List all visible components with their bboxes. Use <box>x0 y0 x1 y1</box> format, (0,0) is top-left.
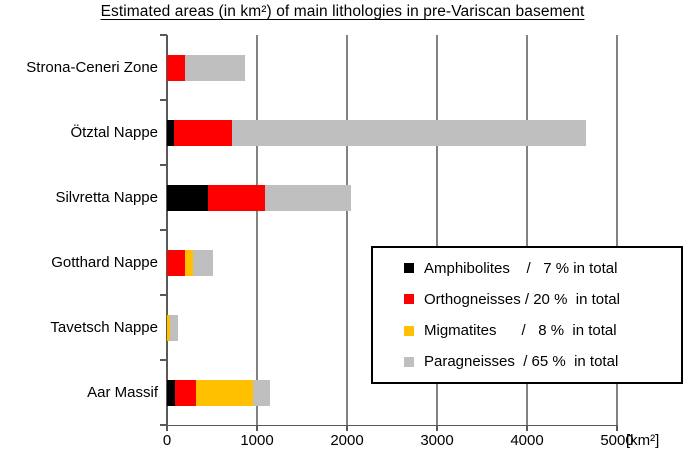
gridline <box>346 35 348 425</box>
legend-box: Amphibolites / 7 % in total Orthogneisse… <box>371 246 683 384</box>
bar-segment-paragneisses <box>231 119 587 146</box>
legend-item-amphibolites: Amphibolites / 7 % in total <box>373 255 681 281</box>
category-label: Ötztal Nappe <box>70 123 158 141</box>
legend-item-migmatites: Migmatites / 8 % in total <box>373 318 681 344</box>
legend-swatch-migmatites <box>404 325 414 336</box>
gridline <box>526 35 528 425</box>
bar-segment-amphibolites <box>167 119 175 146</box>
chart-title: Estimated areas (in km²) of main litholo… <box>100 3 585 20</box>
x-axis-line <box>166 424 618 427</box>
bar-segment-migmatites <box>195 379 254 406</box>
y-axis-tick <box>160 294 167 296</box>
x-tick-label: 4000 <box>510 432 544 449</box>
category-label: Tavetsch Nappe <box>50 318 158 336</box>
x-axis-tick <box>526 425 528 431</box>
bar-segment-paragneisses <box>169 314 178 341</box>
y-axis-tick <box>160 424 167 426</box>
bar-segment-paragneisses <box>253 379 270 406</box>
gridline <box>616 35 618 425</box>
bar-segment-orthogneisses <box>175 379 196 406</box>
x-tick-label: 2000 <box>330 432 364 449</box>
legend-label-paragneisses: Paragneisses / 65 % in total <box>424 353 619 371</box>
legend-label-amphibolites: Amphibolites / 7 % in total <box>424 259 618 277</box>
gridline <box>256 35 258 425</box>
x-axis-tick <box>256 425 258 431</box>
legend-swatch-amphibolites <box>404 263 414 274</box>
x-axis-tick <box>436 425 438 431</box>
y-axis-tick <box>160 359 167 361</box>
bar-segment-orthogneisses <box>208 184 266 211</box>
x-axis-tick <box>346 425 348 431</box>
legend-swatch-orthogneisses <box>404 294 414 305</box>
x-tick-label: 5000 <box>600 432 634 449</box>
category-label: Aar Massif <box>87 383 158 401</box>
y-axis-tick <box>160 34 167 36</box>
legend-label-migmatites: Migmatites / 8 % in total <box>424 322 617 340</box>
legend-swatch-paragneisses <box>404 356 414 367</box>
x-tick-label: 1000 <box>240 432 274 449</box>
legend-label-orthogneisses: Orthogneisses / 20 % in total <box>424 290 620 308</box>
bar-segment-amphibolites <box>167 184 209 211</box>
x-axis-unit-label: [km²] <box>626 432 660 449</box>
bar-segment-paragneisses <box>265 184 351 211</box>
y-axis-tick <box>160 164 167 166</box>
bar-segment-orthogneisses <box>174 119 232 146</box>
category-label: Silvretta Nappe <box>55 188 158 206</box>
bar-segment-paragneisses <box>185 54 246 81</box>
x-axis-tick <box>166 425 168 431</box>
bar-segment-amphibolites <box>167 379 176 406</box>
x-axis-tick <box>616 425 618 431</box>
bar-segment-migmatites <box>167 314 170 341</box>
category-label: Gotthard Nappe <box>51 253 158 271</box>
legend-item-orthogneisses: Orthogneisses / 20 % in total <box>373 286 681 312</box>
gridline <box>436 35 438 425</box>
x-tick-label: 0 <box>162 432 172 449</box>
bar-segment-paragneisses <box>193 249 213 276</box>
legend-item-paragneisses: Paragneisses / 65 % in total <box>373 349 681 375</box>
bar-segment-orthogneisses <box>167 249 185 276</box>
y-axis-tick <box>160 229 167 231</box>
bar-segment-orthogneisses <box>167 54 185 81</box>
bar-segment-migmatites <box>185 249 194 276</box>
category-label: Strona-Ceneri Zone <box>26 58 158 76</box>
x-tick-label: 3000 <box>420 432 454 449</box>
y-axis-tick <box>160 99 167 101</box>
